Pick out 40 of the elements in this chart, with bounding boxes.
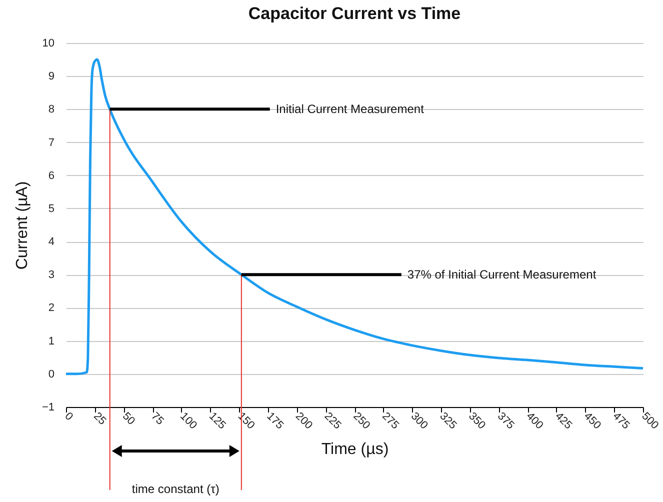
x-tick-label: 250 <box>350 410 372 432</box>
x-tick-label: 450 <box>582 410 604 432</box>
chart-title: Capacitor Current vs Time <box>248 4 461 23</box>
x-tick-label: 25 <box>91 410 108 428</box>
x-tick-label: 400 <box>524 410 546 432</box>
y-tick-label: −1 <box>42 402 54 414</box>
y-tick-label: 1 <box>48 335 54 348</box>
y-tick-label: 6 <box>48 170 54 182</box>
y-tick-label: 0 <box>48 368 54 380</box>
x-tick-label: 75 <box>148 410 166 428</box>
x-tick-label: 225 <box>322 410 344 432</box>
x-tick-label: 500 <box>639 410 661 432</box>
y-tick-label: 4 <box>48 236 54 248</box>
x-tick-label: 350 <box>466 410 488 432</box>
y-axis-title: Current (µA) <box>14 181 31 270</box>
y-tick-label: 2 <box>48 302 54 314</box>
y-tick-label: 9 <box>48 70 54 83</box>
x-tick-label: 475 <box>610 410 632 432</box>
y-tick-label: 3 <box>48 269 54 282</box>
x-tick-label: 300 <box>408 410 430 432</box>
x-tick-label: 375 <box>495 410 516 432</box>
line-series <box>66 58 643 376</box>
y-tick-label: 10 <box>42 38 54 50</box>
y-tick-label: 5 <box>48 202 54 215</box>
y-tick-label: 7 <box>48 136 54 149</box>
text: time constant (τ) <box>132 482 220 496</box>
x-tick-label: 275 <box>380 410 402 432</box>
x-tick-label: 150 <box>235 410 257 432</box>
annotation: 37% of Initial Current Measurement <box>407 268 597 282</box>
x-tick-label: 175 <box>264 410 286 432</box>
x-tick-label: 0 <box>62 410 76 424</box>
x-tick-label: 125 <box>206 410 228 432</box>
x-tick-label: 200 <box>293 410 315 432</box>
x-axis-title: Time (µs) <box>321 441 389 458</box>
x-tick-label: 100 <box>178 410 200 432</box>
x-tick-label: 325 <box>437 410 459 432</box>
x-tick-label: 50 <box>120 410 138 428</box>
x-tick-label: 425 <box>552 410 574 432</box>
annotation: Initial Current Measurement <box>276 102 425 116</box>
y-tick-label: 8 <box>48 104 54 116</box>
